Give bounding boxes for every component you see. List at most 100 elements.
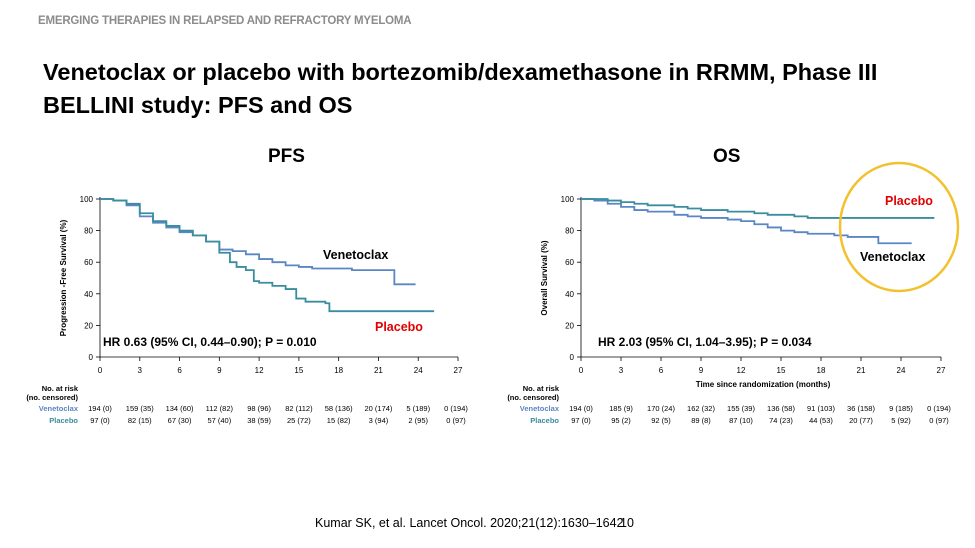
pfs-x-tick-label: 9 xyxy=(217,366,222,375)
pfs-at-risk-placebo-value: 38 (59) xyxy=(247,416,271,425)
os-at-risk-venetoclax-value: 185 (9) xyxy=(609,404,633,413)
os-at-risk-placebo-value: 92 (5) xyxy=(651,416,671,425)
os-placebo-curve xyxy=(581,198,935,219)
pfs-at-risk-placebo-value: 67 (30) xyxy=(168,416,192,425)
os-at-risk-placebo-value: 5 (92) xyxy=(891,416,911,425)
os-at-risk-header: No. at risk xyxy=(523,384,560,393)
pfs-x-tick-label: 24 xyxy=(414,366,423,375)
os-x-tick-label: 21 xyxy=(857,366,866,375)
pfs-x-tick-label: 3 xyxy=(138,366,143,375)
pfs-at-risk-placebo-value: 0 (97) xyxy=(446,416,466,425)
pfs-panel-title: PFS xyxy=(268,146,305,167)
pfs-y-tick-label: 20 xyxy=(84,321,93,330)
pfs-at-risk-placebo-value: 2 (95) xyxy=(408,416,428,425)
os-at-risk-placebo-label: Placebo xyxy=(530,416,559,425)
pfs-at-risk-venetoclax-value: 0 (194) xyxy=(444,404,468,413)
os-x-tick-label: 6 xyxy=(659,366,664,375)
pfs-x-tick-label: 21 xyxy=(374,366,383,375)
os-at-risk-placebo-value: 95 (2) xyxy=(611,416,631,425)
pfs-at-risk-venetoclax-value: 112 (82) xyxy=(206,404,234,413)
pfs-at-risk-venetoclax-value: 134 (60) xyxy=(166,404,194,413)
pfs-at-risk-venetoclax-value: 20 (174) xyxy=(364,404,392,413)
pfs-at-risk-venetoclax-value: 82 (112) xyxy=(285,404,313,413)
pfs-y-tick-label: 60 xyxy=(84,258,93,267)
os-at-risk-placebo-value: 89 (8) xyxy=(691,416,711,425)
os-panel-title: OS xyxy=(713,146,741,167)
os-x-tick-label: 27 xyxy=(937,366,946,375)
pfs-placebo-curve xyxy=(100,198,435,313)
pfs-at-risk-venetoclax-value: 58 (136) xyxy=(325,404,353,413)
pfs-at-risk-venetoclax-value: 159 (35) xyxy=(126,404,154,413)
os-x-tick-label: 24 xyxy=(897,366,906,375)
pfs-at-risk-placebo-value: 57 (40) xyxy=(207,416,231,425)
os-x-tick-label: 9 xyxy=(699,366,704,375)
pfs-venetoclax-label: Venetoclax xyxy=(323,248,388,262)
pfs-at-risk-placebo-value: 15 (82) xyxy=(327,416,351,425)
pfs-y-tick-label: 40 xyxy=(84,290,93,299)
os-y-tick-label: 0 xyxy=(570,353,575,362)
os-y-tick-label: 80 xyxy=(565,227,574,236)
pfs-y-tick-label: 0 xyxy=(89,353,94,362)
os-at-risk-placebo-value: 0 (97) xyxy=(929,416,949,425)
pfs-y-tick-label: 100 xyxy=(80,195,94,204)
os-x-axis-label: Time since randomization (months) xyxy=(696,380,831,389)
os-at-risk-placebo-value: 44 (53) xyxy=(809,416,833,425)
os-placebo-label: Placebo xyxy=(885,194,933,208)
os-venetoclax-curve xyxy=(581,198,912,245)
os-y-tick-label: 40 xyxy=(565,290,574,299)
os-at-risk-placebo-value: 74 (23) xyxy=(769,416,793,425)
os-at-risk-venetoclax-value: 91 (103) xyxy=(807,404,835,413)
pfs-at-risk-placebo-label: Placebo xyxy=(49,416,78,425)
pfs-placebo-label: Placebo xyxy=(375,320,423,334)
pfs-venetoclax-curve xyxy=(100,198,416,286)
os-hr-annotation: HR 2.03 (95% CI, 1.04–3.95); P = 0.034 xyxy=(598,335,812,349)
os-at-risk-venetoclax-value: 136 (58) xyxy=(767,404,795,413)
pfs-at-risk-venetoclax-label: Venetoclax xyxy=(39,404,79,413)
os-venetoclax-label: Venetoclax xyxy=(860,250,925,264)
pfs-at-risk-placebo-value: 82 (15) xyxy=(128,416,152,425)
pfs-hr-annotation: HR 0.63 (95% CI, 0.44–0.90); P = 0.010 xyxy=(103,335,317,349)
os-y-tick-label: 100 xyxy=(561,195,575,204)
pfs-x-tick-label: 6 xyxy=(177,366,182,375)
os-y-tick-label: 60 xyxy=(565,258,574,267)
pfs-x-tick-label: 15 xyxy=(294,366,303,375)
pfs-at-risk-header: (no. censored) xyxy=(26,393,78,402)
os-x-tick-label: 18 xyxy=(817,366,826,375)
pfs-at-risk-placebo-value: 25 (72) xyxy=(287,416,311,425)
os-at-risk-venetoclax-value: 0 (194) xyxy=(927,404,951,413)
pfs-y-tick-label: 80 xyxy=(84,227,93,236)
os-at-risk-venetoclax-value: 9 (185) xyxy=(889,404,913,413)
pfs-x-tick-label: 18 xyxy=(334,366,343,375)
os-at-risk-placebo-value: 87 (10) xyxy=(729,416,753,425)
os-at-risk-venetoclax-value: 162 (32) xyxy=(687,404,715,413)
highlight-circle xyxy=(838,161,960,293)
pfs-at-risk-venetoclax-value: 98 (96) xyxy=(247,404,271,413)
os-y-axis-label: Overall Survival (%) xyxy=(540,240,549,315)
pfs-at-risk-venetoclax-value: 5 (189) xyxy=(406,404,430,413)
pfs-at-risk-header: No. at risk xyxy=(42,384,79,393)
os-at-risk-venetoclax-label: Venetoclax xyxy=(520,404,560,413)
os-at-risk-venetoclax-value: 170 (24) xyxy=(647,404,675,413)
os-at-risk-placebo-value: 97 (0) xyxy=(571,416,591,425)
os-at-risk-venetoclax-value: 155 (39) xyxy=(727,404,755,413)
pfs-x-tick-label: 27 xyxy=(454,366,463,375)
pfs-x-tick-label: 12 xyxy=(255,366,264,375)
deck-header: EMERGING THERAPIES IN RELAPSED AND REFRA… xyxy=(38,15,412,27)
os-at-risk-venetoclax-value: 194 (0) xyxy=(569,404,593,413)
pfs-at-risk-placebo-value: 3 (94) xyxy=(369,416,389,425)
pfs-at-risk-placebo-value: 97 (0) xyxy=(90,416,110,425)
os-y-tick-label: 20 xyxy=(565,321,574,330)
os-x-tick-label: 15 xyxy=(777,366,786,375)
os-at-risk-placebo-value: 20 (77) xyxy=(849,416,873,425)
os-at-risk-venetoclax-value: 36 (158) xyxy=(847,404,875,413)
pfs-y-axis-label: Progression -Free Survival (%) xyxy=(59,219,68,336)
page-number: 10 xyxy=(620,516,634,530)
os-x-tick-label: 0 xyxy=(579,366,584,375)
os-at-risk-header: (no. censored) xyxy=(507,393,559,402)
pfs-x-tick-label: 0 xyxy=(98,366,103,375)
citation: Kumar SK, et al. Lancet Oncol. 2020;21(1… xyxy=(315,516,624,530)
slide-title: Venetoclax or placebo with bortezomib/de… xyxy=(43,59,878,118)
os-x-tick-label: 12 xyxy=(737,366,746,375)
pfs-at-risk-venetoclax-value: 194 (0) xyxy=(88,404,112,413)
